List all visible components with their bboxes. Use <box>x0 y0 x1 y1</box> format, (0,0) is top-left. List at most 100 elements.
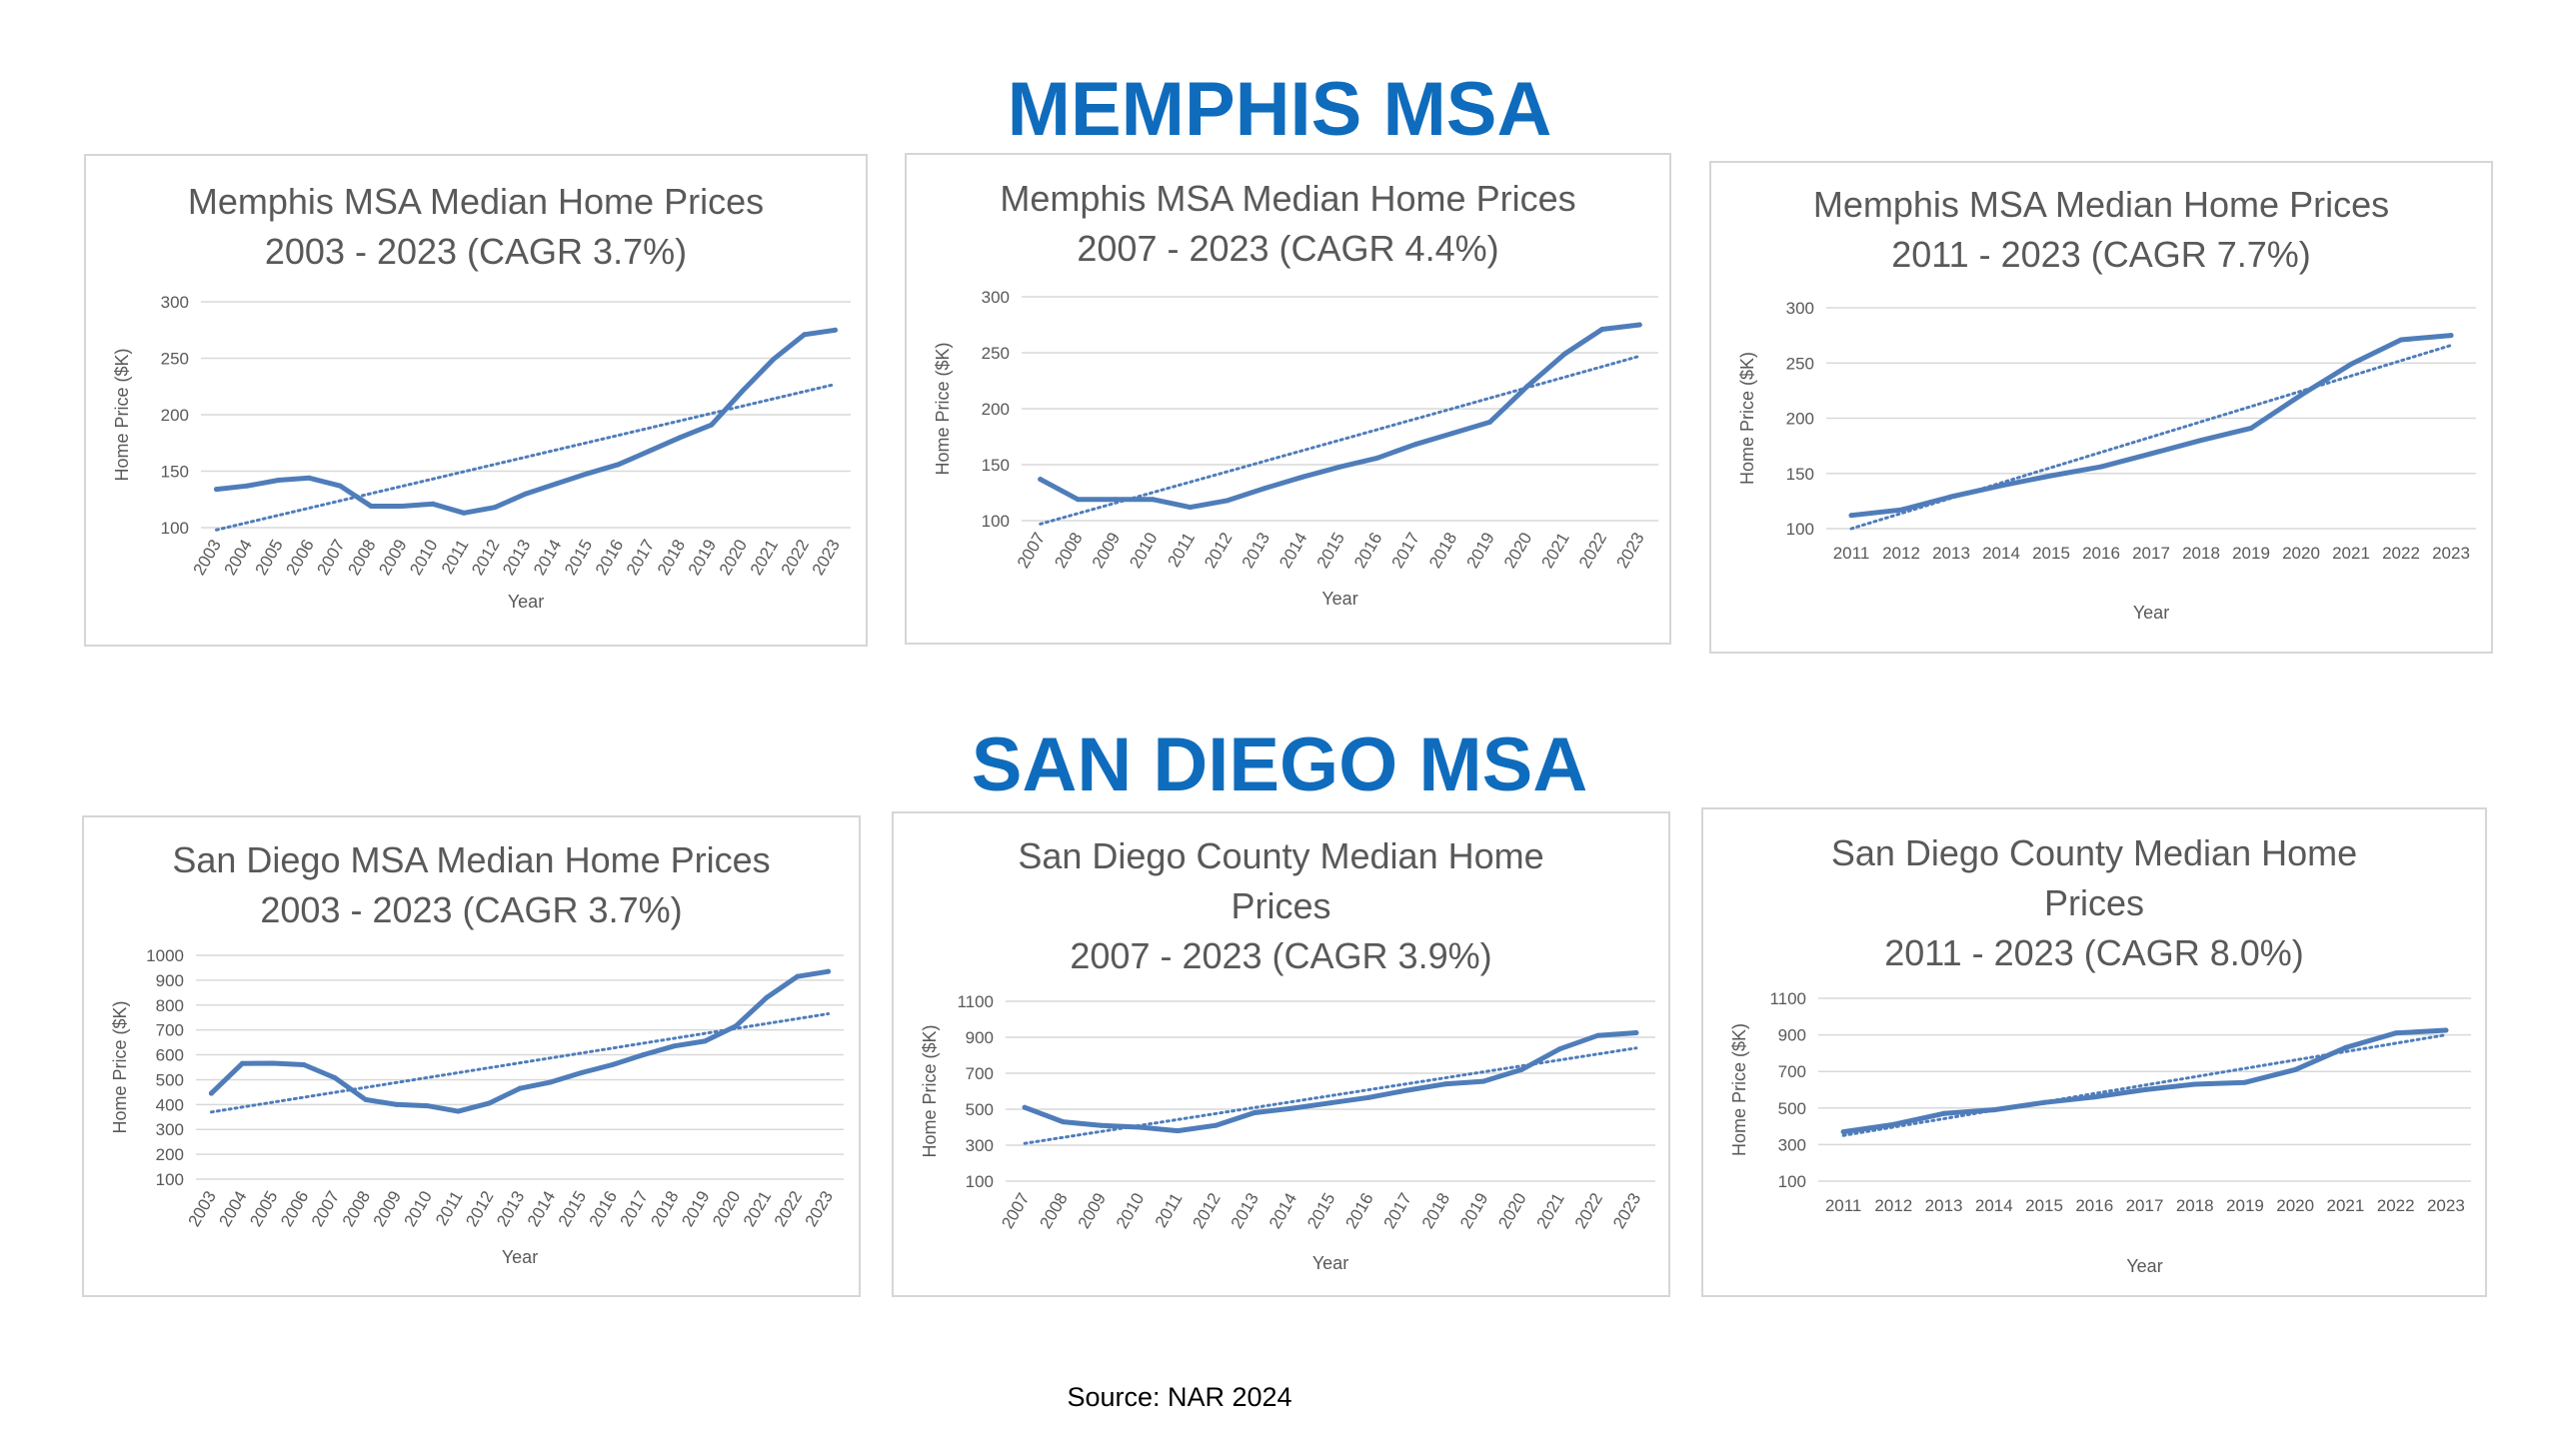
data-point <box>244 483 250 489</box>
x-tick-label: 2014 <box>1982 544 2020 563</box>
data-point <box>2443 1027 2449 1033</box>
data-point <box>213 487 219 493</box>
data-point <box>610 1062 616 1068</box>
data-point <box>1150 497 1156 503</box>
x-tick-label: 2012 <box>462 1188 497 1230</box>
y-tick-label: 500 <box>966 1100 994 1119</box>
data-point <box>270 1060 276 1066</box>
data-point <box>1263 486 1269 492</box>
trend-line <box>1023 1046 1638 1145</box>
x-axis-label: Year <box>1321 589 1357 609</box>
data-point <box>1327 1100 1333 1106</box>
y-tick-label: 300 <box>1778 1135 1806 1154</box>
data-point <box>2091 1094 2097 1100</box>
x-tick-label: 2017 <box>623 537 658 579</box>
chart-title-line: 2003 - 2023 (CAGR 3.7%) <box>265 231 687 272</box>
x-tick-label: 2007 <box>313 537 348 579</box>
x-tick-label: 2006 <box>282 537 317 579</box>
chart-memphis-2003: Memphis MSA Median Home Prices 2003 - 202… <box>112 181 851 612</box>
x-tick-label: 2020 <box>1494 1190 1529 1232</box>
data-point <box>2298 392 2304 398</box>
x-tick-label: 2020 <box>1500 530 1535 572</box>
y-tick-label: 100 <box>966 1172 994 1191</box>
data-point <box>239 1060 245 1066</box>
y-tick-label: 250 <box>982 344 1010 363</box>
data-point <box>1225 498 1231 504</box>
x-tick-label: 2013 <box>499 537 534 579</box>
data-point <box>1137 1124 1143 1130</box>
data-point <box>616 462 622 468</box>
data-point <box>2292 1066 2298 1072</box>
data-point <box>764 994 770 1000</box>
y-tick-label: 900 <box>966 1028 994 1047</box>
x-tick-label: 2011 <box>438 537 473 578</box>
trend-line <box>1841 1033 2448 1137</box>
y-tick-label: 500 <box>1778 1099 1806 1118</box>
data-point <box>394 1101 400 1107</box>
x-tick-label: 2012 <box>1189 1190 1224 1232</box>
y-tick-label: 150 <box>982 456 1010 475</box>
y-tick-label: 200 <box>161 406 189 425</box>
x-tick-label: 2015 <box>2025 1196 2063 1215</box>
data-point <box>424 1103 430 1109</box>
y-tick-label: 300 <box>161 293 189 312</box>
x-axis-label: Year <box>1312 1253 1348 1273</box>
data-point <box>554 481 560 487</box>
data-point <box>523 491 529 497</box>
x-tick-label: 2018 <box>1418 1190 1453 1232</box>
data-point <box>1480 1078 1486 1084</box>
data-point <box>1337 464 1342 470</box>
x-tick-label: 2021 <box>1537 530 1572 572</box>
data-point <box>1252 1110 1258 1116</box>
chart-panel-sandiego-2003: San Diego MSA Median Home Prices 2003 - 2… <box>82 815 861 1297</box>
data-point <box>1556 1046 1562 1052</box>
x-tick-label: 2018 <box>654 537 689 579</box>
x-tick-label: 2016 <box>592 537 627 579</box>
data-point <box>1898 507 1904 513</box>
data-point <box>1518 1066 1524 1072</box>
data-point <box>1595 1032 1601 1038</box>
x-tick-label: 2017 <box>2126 1196 2164 1215</box>
y-tick-label: 150 <box>1786 465 1814 484</box>
data-point <box>1099 1122 1105 1128</box>
data-point <box>709 422 715 428</box>
chart-title-line: Prices <box>1231 885 1330 926</box>
x-tick-label: 2013 <box>1932 544 1970 563</box>
y-tick-label: 700 <box>156 1021 184 1040</box>
chart-title-line: 2007 - 2023 (CAGR 3.9%) <box>1070 935 1491 976</box>
x-axis-label: Year <box>502 1247 538 1267</box>
x-tick-label: 2019 <box>685 537 720 579</box>
data-point <box>517 1085 523 1091</box>
data-point <box>671 1043 677 1049</box>
y-tick-label: 250 <box>1786 354 1814 373</box>
data-point <box>1289 1105 1295 1111</box>
y-tick-label: 900 <box>156 971 184 990</box>
data-point <box>399 504 405 510</box>
data-point <box>1991 1107 1997 1113</box>
data-point <box>2098 464 2104 470</box>
y-axis-label: Home Price ($K) <box>112 348 132 481</box>
data-point <box>1411 442 1417 448</box>
x-tick-label: 2012 <box>468 537 503 579</box>
chart-title-line: 2007 - 2023 (CAGR 4.4%) <box>1077 228 1498 269</box>
data-point <box>1038 477 1044 483</box>
data-point <box>208 1090 214 1096</box>
chart-title-line: 2011 - 2023 (CAGR 8.0%) <box>1884 932 2304 973</box>
chart-memphis-2007: Memphis MSA Median Home Prices 2007 - 202… <box>933 178 1658 609</box>
data-point <box>1890 1121 1896 1127</box>
x-tick-label: 2012 <box>1874 1196 1912 1215</box>
x-tick-label: 2003 <box>185 1188 220 1230</box>
data-point <box>1941 1110 1947 1116</box>
x-tick-label: 2019 <box>2232 544 2270 563</box>
x-tick-label: 2015 <box>2032 544 2070 563</box>
x-tick-label: 2014 <box>1266 1190 1300 1232</box>
x-tick-label: 2022 <box>2382 544 2420 563</box>
y-tick-label: 1100 <box>957 992 994 1011</box>
chart-sandiego-2007: San Diego County Median Home Prices 2007 -… <box>920 835 1655 1273</box>
series-line <box>1840 1027 2449 1135</box>
x-tick-label: 2015 <box>1313 530 1348 572</box>
y-tick-label: 200 <box>1786 410 1814 429</box>
x-axis-label: Year <box>2133 603 2169 623</box>
x-axis-label: Year <box>508 592 544 612</box>
chart-sandiego-2003: San Diego MSA Median Home Prices 2003 - 2… <box>110 839 844 1267</box>
